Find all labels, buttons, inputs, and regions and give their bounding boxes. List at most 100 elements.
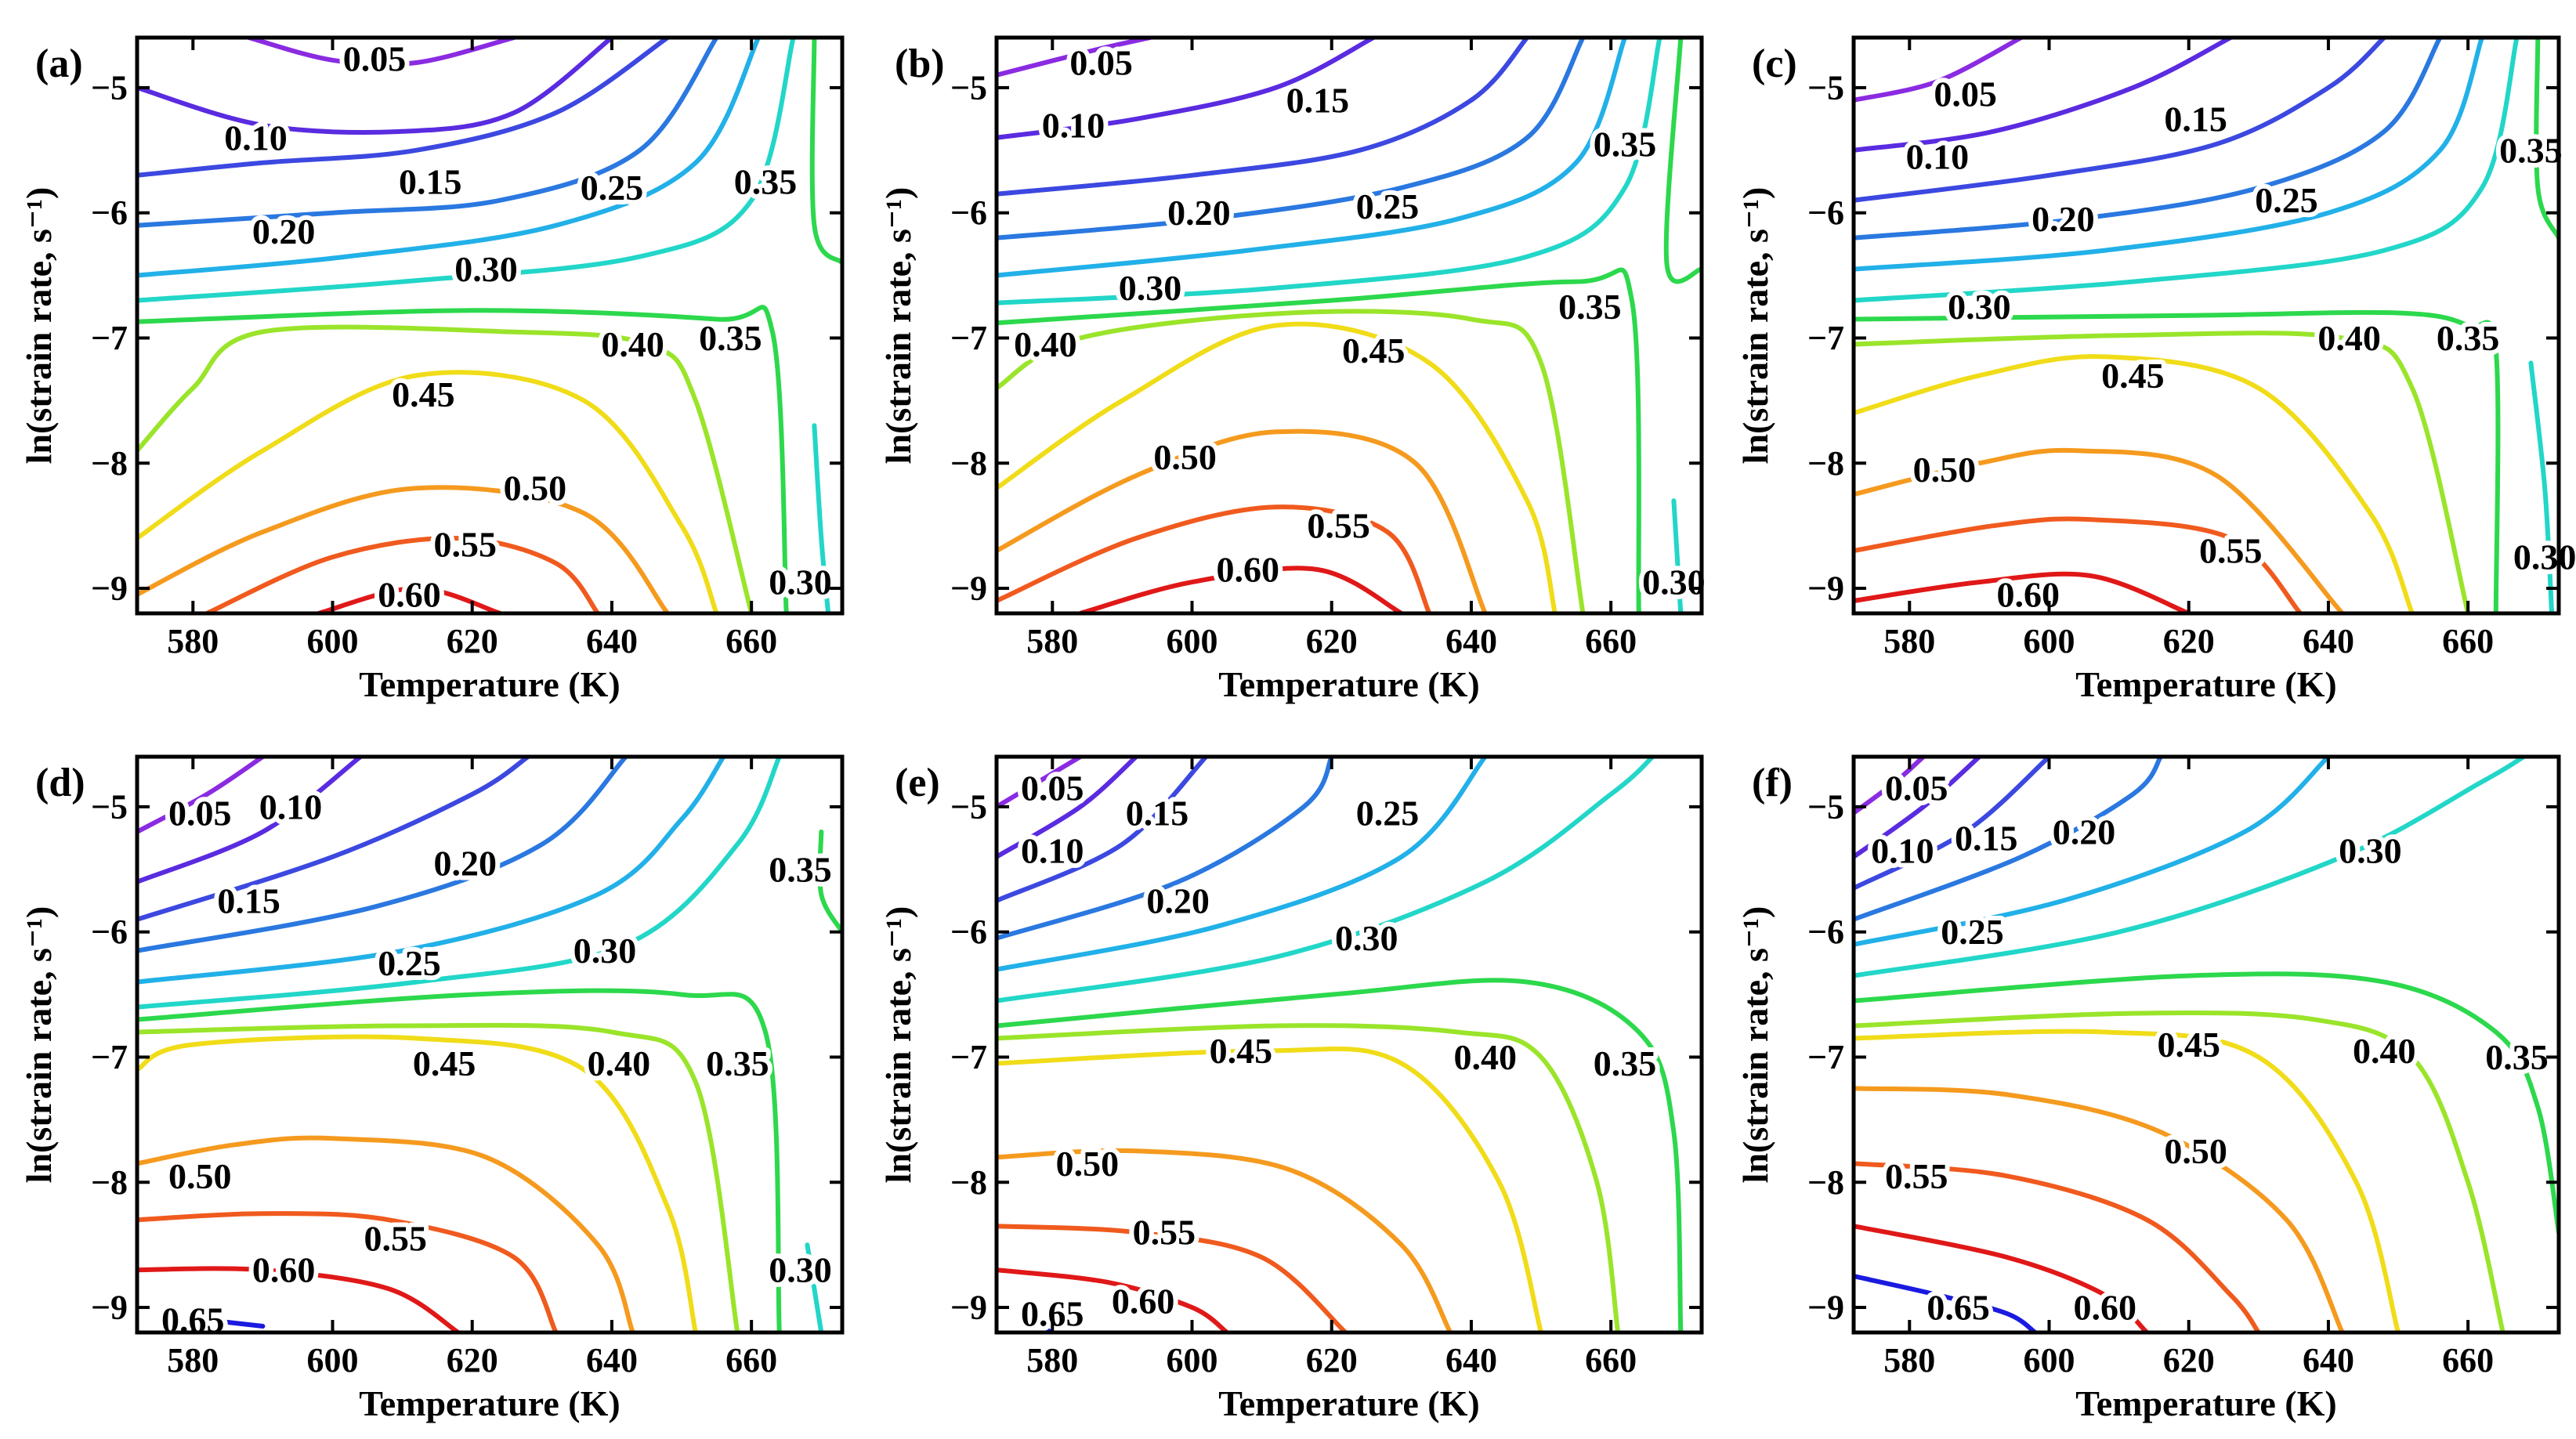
contour-line-050-11 <box>137 485 671 613</box>
contour-line-050-11 <box>1854 447 2345 613</box>
contour-line-050-11 <box>137 1135 635 1332</box>
contour-label: 0.45 <box>2101 356 2165 396</box>
contour-label: 0.45 <box>392 374 455 414</box>
contour-label: 0.40 <box>2317 318 2381 358</box>
x-tick-label: 620 <box>2163 622 2215 660</box>
y-tick-label: −5 <box>91 787 128 826</box>
y-tick-label: −5 <box>1807 68 1844 107</box>
x-tick-label: 660 <box>1585 1341 1637 1379</box>
contour-line-015-2 <box>137 757 530 922</box>
contour-label: 0.40 <box>1454 1037 1518 1077</box>
contour-line-035-7 <box>1663 38 1702 284</box>
y-axis-title: ln(strain rate, s⁻¹) <box>19 187 59 465</box>
x-tick-label: 640 <box>1445 1341 1497 1379</box>
contour-label: 0.50 <box>1056 1144 1120 1184</box>
x-axis-title: Temperature (K) <box>1218 1383 1479 1423</box>
x-tick-label: 600 <box>307 622 359 660</box>
y-axis-title: ln(strain rate, s⁻¹) <box>19 906 59 1184</box>
y-tick-label: −8 <box>91 444 128 483</box>
panel-letter: (d) <box>35 761 85 805</box>
contour-line-025-4 <box>137 38 762 278</box>
y-tick-label: −6 <box>1807 193 1844 232</box>
x-tick-label: 640 <box>586 622 638 660</box>
y-axis-title: ln(strain rate, s⁻¹) <box>1735 187 1775 465</box>
contour-line-030-8 <box>812 423 831 613</box>
x-tick-label: 620 <box>2163 1341 2215 1379</box>
contour-line-010-1 <box>137 757 364 884</box>
contour-line-030-5 <box>997 757 1655 1003</box>
contour-label: 0.10 <box>1021 830 1084 870</box>
contour-line-055-12 <box>997 504 1432 613</box>
contour-line-010-1 <box>997 38 1377 140</box>
x-tick-label: 640 <box>2303 622 2354 660</box>
y-tick-label: −6 <box>91 193 128 232</box>
contour-line-015-2 <box>997 757 1209 903</box>
x-tick-label: 660 <box>725 622 777 660</box>
contour-label: 0.05 <box>1069 42 1133 82</box>
contour-label: 0.30 <box>573 931 637 971</box>
contour-line-030-5 <box>1854 757 2527 978</box>
contour-label: 0.35 <box>769 849 832 889</box>
contour-line-040-9 <box>137 324 754 613</box>
contour-line-005-0 <box>997 757 1083 809</box>
contour-label: 0.30 <box>2339 830 2402 870</box>
x-tick-label: 600 <box>1167 622 1218 660</box>
contour-label: 0.15 <box>217 880 280 920</box>
contour-label: 0.60 <box>1112 1282 1175 1321</box>
contour-line-035-6 <box>997 267 1641 613</box>
x-tick-label: 600 <box>2024 1341 2075 1379</box>
contour-label: 0.10 <box>1042 105 1105 145</box>
contour-line-015-2 <box>997 38 1530 197</box>
contour-label: 0.60 <box>378 575 441 615</box>
y-tick-label: −7 <box>1807 1038 1844 1076</box>
contour-line-055-12 <box>204 535 601 613</box>
y-tick-label: −6 <box>91 913 128 951</box>
y-tick-label: −6 <box>1807 913 1844 951</box>
contour-label: 0.40 <box>1014 324 1077 364</box>
contour-line-040-7 <box>1854 1010 2505 1332</box>
contour-label: 0.20 <box>252 212 316 251</box>
contour-line-015-2 <box>1854 757 2052 891</box>
contour-line-060-13 <box>316 586 503 613</box>
contour-line-065-12 <box>1854 1274 2038 1332</box>
contour-label: 0.45 <box>413 1043 476 1083</box>
contour-label: 0.25 <box>2255 180 2318 220</box>
x-tick-label: 600 <box>1167 1341 1218 1379</box>
contour-line-045-10 <box>1854 354 2415 613</box>
contour-lines <box>1854 38 2559 613</box>
contour-line-015-2 <box>1854 38 2387 203</box>
contour-label: 0.20 <box>2053 812 2116 851</box>
contour-label: 0.25 <box>378 943 441 983</box>
panel-letter: (a) <box>35 42 83 86</box>
contour-line-040-9 <box>137 1022 740 1332</box>
x-tick-label: 600 <box>2024 622 2075 660</box>
contour-line-055-12 <box>1854 516 2303 613</box>
x-tick-label: 620 <box>1306 622 1358 660</box>
contour-line-035-6 <box>137 988 782 1332</box>
x-tick-label: 620 <box>447 1341 498 1379</box>
contour-line-025-4 <box>997 757 1488 972</box>
contour-line-035-6 <box>997 978 1684 1332</box>
contour-line-005-0 <box>997 38 1152 78</box>
x-tick-label: 580 <box>1026 1341 1078 1379</box>
contour-label: 0.25 <box>1941 912 2004 952</box>
contour-line-020-3 <box>137 757 628 953</box>
x-tick-label: 580 <box>167 622 219 660</box>
contour-line-045-10 <box>137 1034 698 1332</box>
panel-d: 0.05 0.10 0.15 0.20 0.25 0.30 0.35 0.45 0.40 0.35… <box>19 754 845 1423</box>
contour-label: 0.50 <box>168 1156 232 1196</box>
y-tick-label: −9 <box>950 1289 987 1327</box>
contour-label: 0.25 <box>1356 186 1420 226</box>
contour-label: 0.55 <box>2199 531 2263 571</box>
y-tick-label: −5 <box>91 68 128 107</box>
x-axis-title: Temperature (K) <box>2075 1383 2336 1423</box>
contour-line-025-4 <box>1854 757 2331 947</box>
x-tick-label: 640 <box>1445 622 1497 660</box>
contour-label: 0.50 <box>1913 450 1977 490</box>
contour-label: 0.35 <box>2485 1037 2549 1077</box>
x-tick-label: 660 <box>725 1341 777 1379</box>
contour-label: 0.30 <box>454 249 518 289</box>
contour-line-005-0 <box>137 757 266 834</box>
contour-label: 0.30 <box>1335 918 1398 958</box>
